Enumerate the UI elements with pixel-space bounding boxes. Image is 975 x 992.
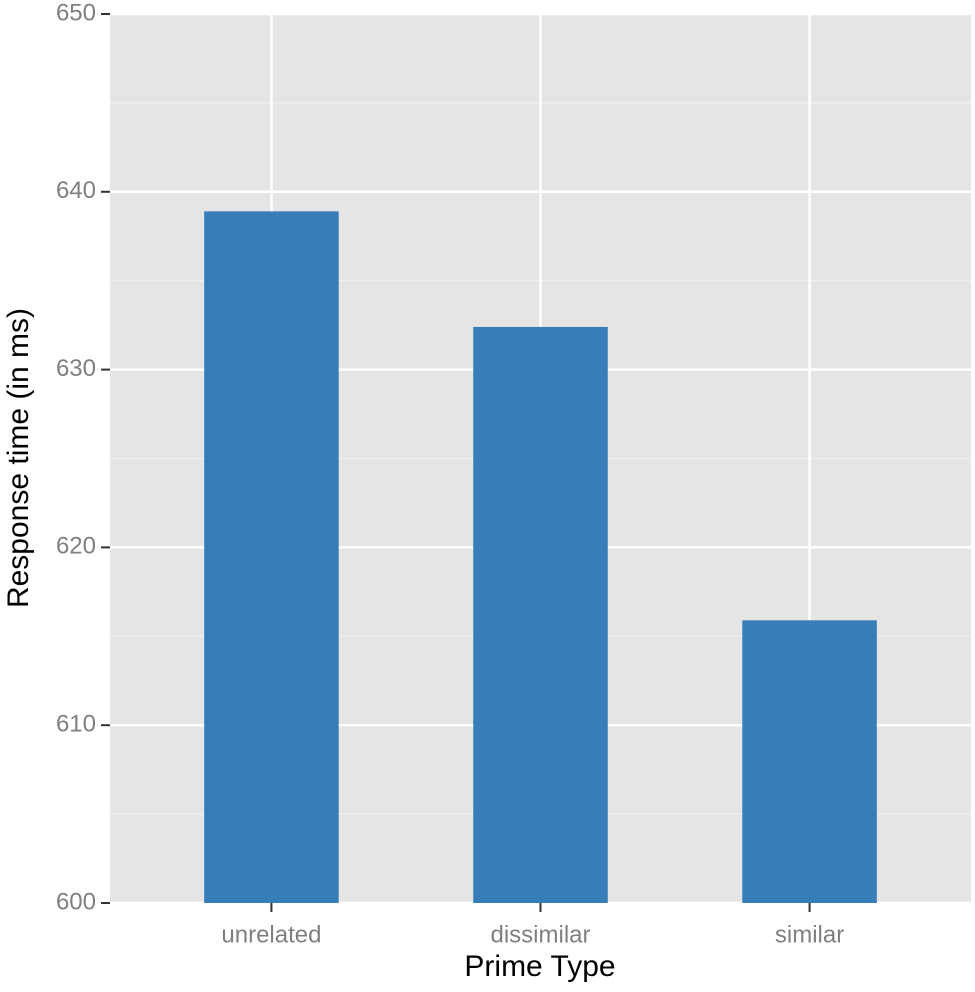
y-tick-label: 650 xyxy=(56,0,96,26)
y-axis-title: Response time (in ms) xyxy=(2,308,35,608)
bar xyxy=(473,326,608,904)
y-tick-label: 640 xyxy=(56,177,96,204)
marks xyxy=(204,211,877,904)
bar xyxy=(204,211,339,903)
y-tick-label: 620 xyxy=(56,533,96,560)
bar xyxy=(742,620,877,903)
x-tick-label: similar xyxy=(775,921,844,948)
y-tick-label: 630 xyxy=(56,355,96,382)
y-tick-label: 610 xyxy=(56,711,96,738)
y-tick-label: 600 xyxy=(56,888,96,915)
x-tick-label: dissimilar xyxy=(490,921,590,948)
x-axis-title: Prime Type xyxy=(464,950,615,983)
x-tick-label: unrelated xyxy=(221,921,321,948)
